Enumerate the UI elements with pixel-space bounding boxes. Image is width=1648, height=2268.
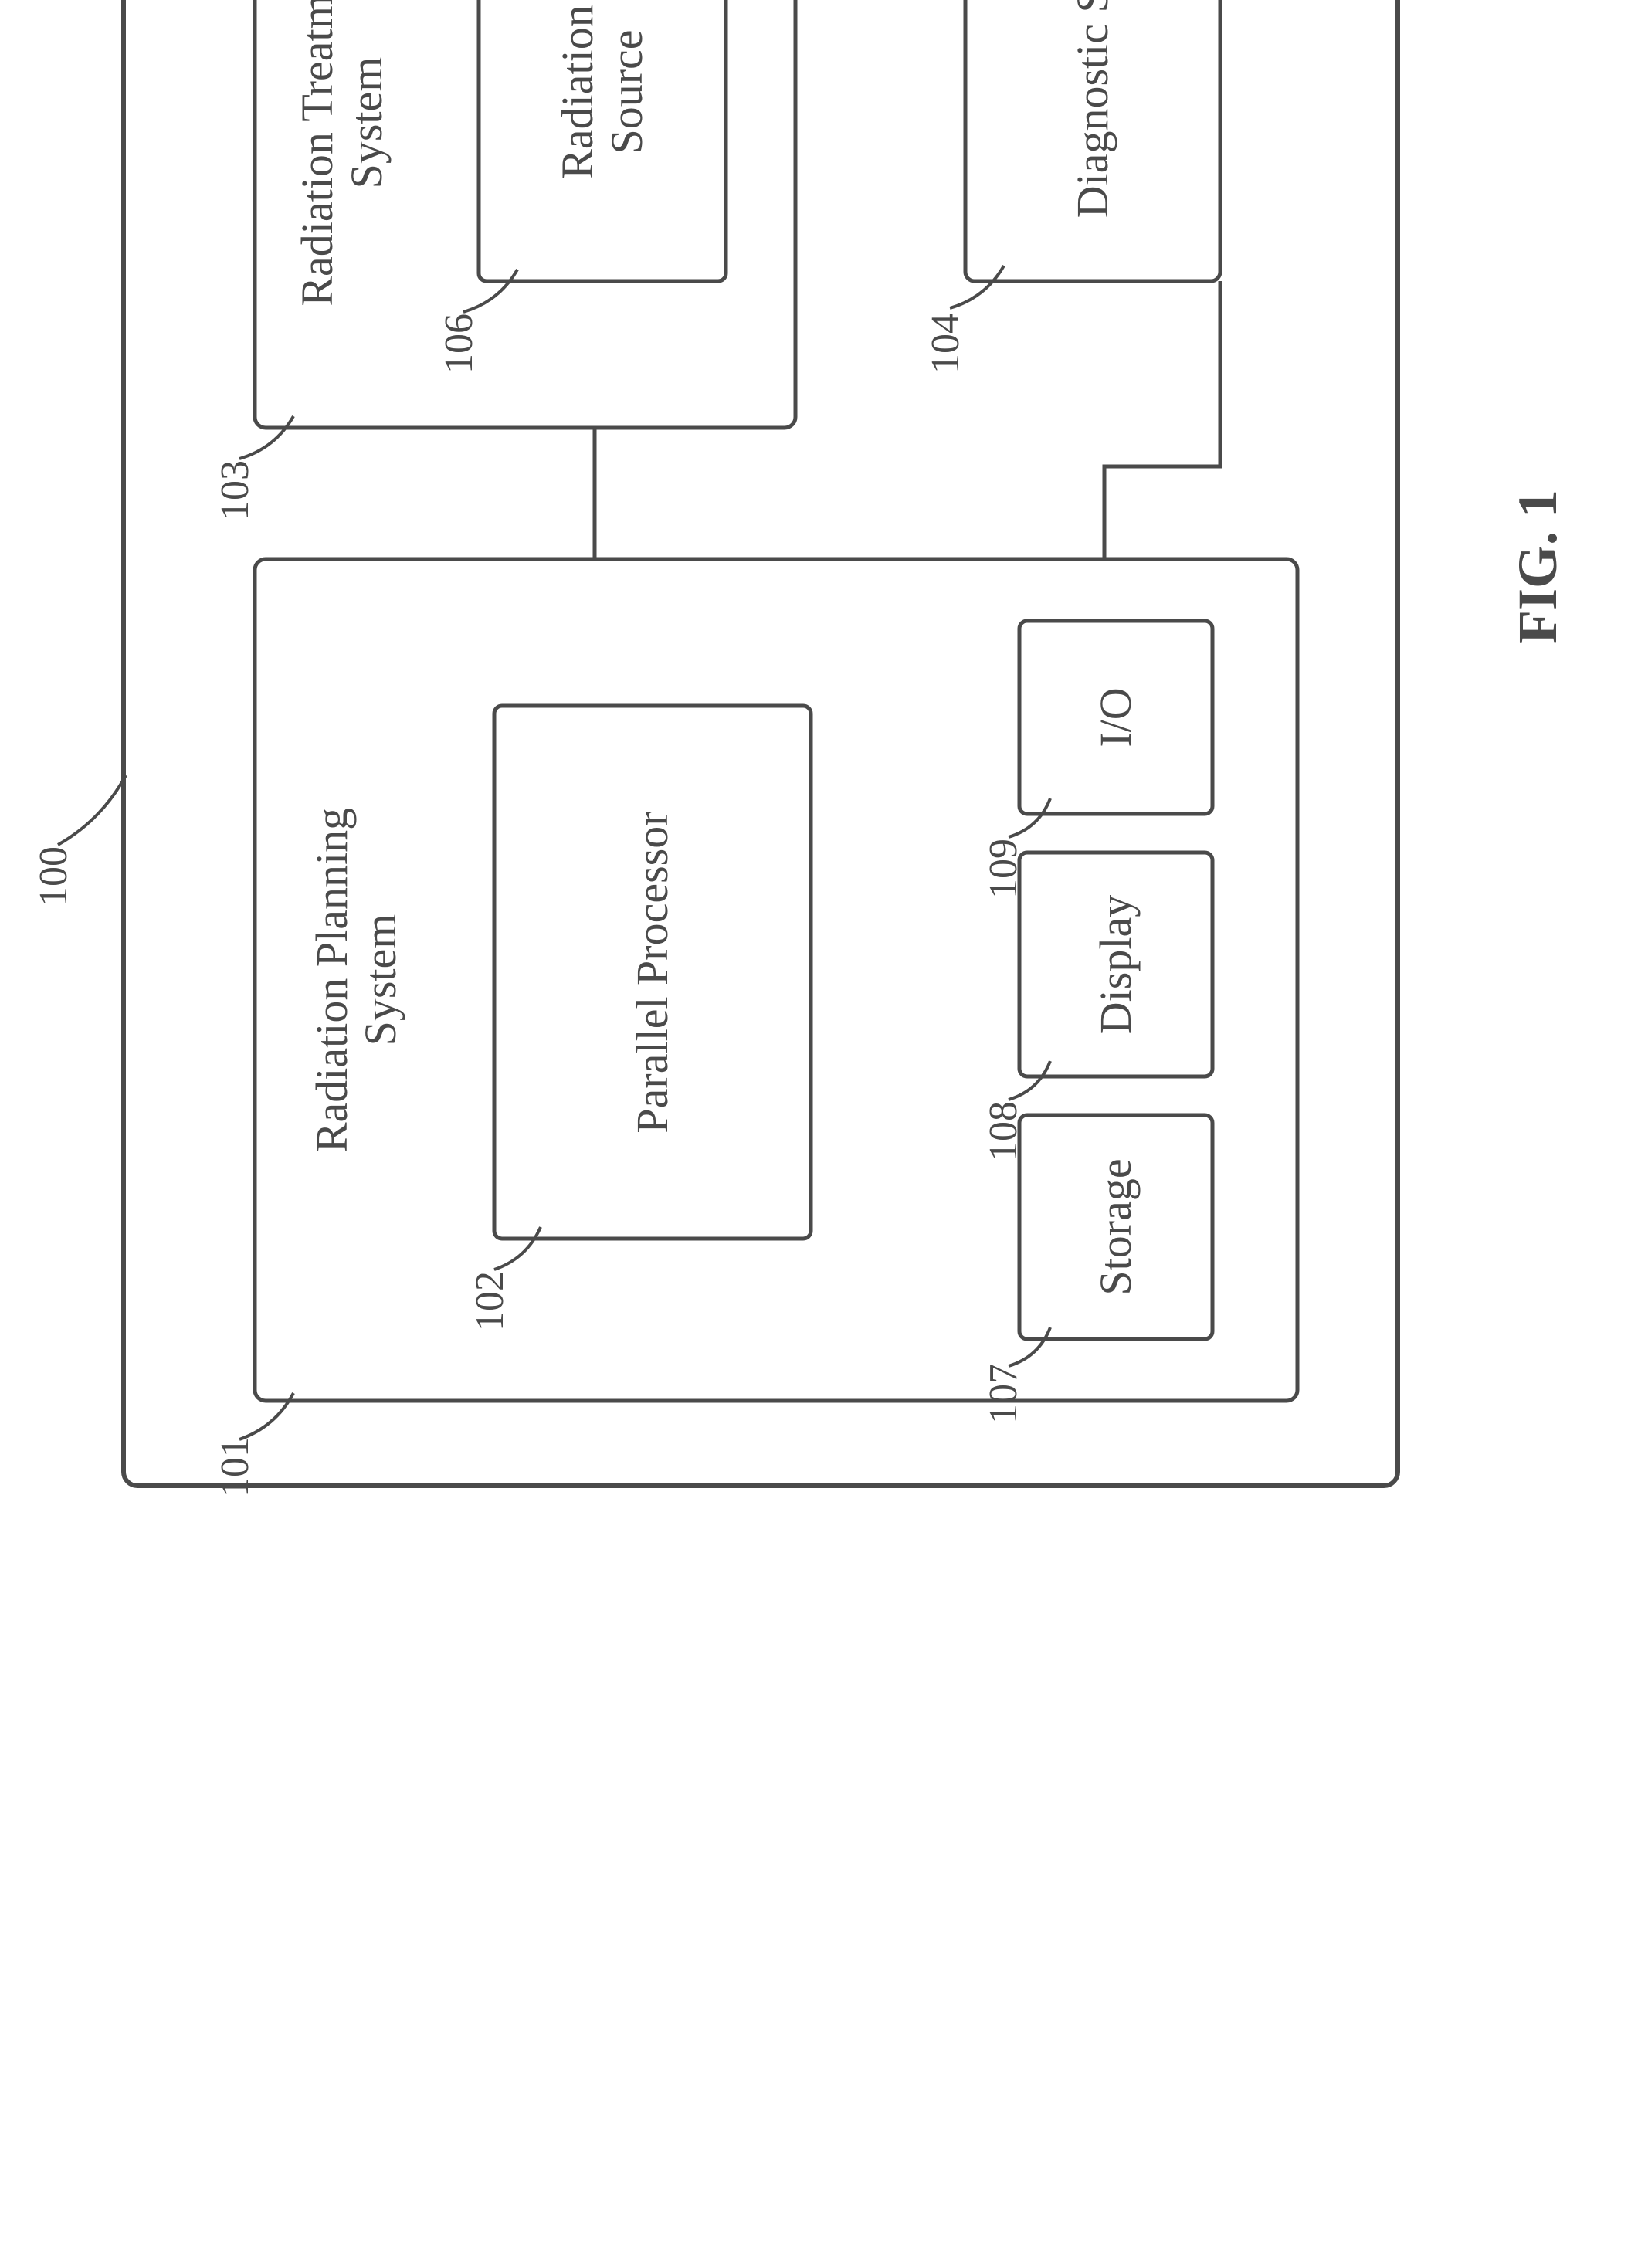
storage-label: Storage: [1091, 1115, 1141, 1339]
figure-caption: FIG. 1: [1506, 490, 1570, 644]
diagnostic-label: Diagnostic System: [1068, 0, 1117, 281]
source-label-line2: Source: [602, 29, 652, 154]
source-label: Radiation Source: [553, 0, 652, 281]
processor-label: Parallel Processor: [628, 706, 677, 1239]
ref-104: 104: [923, 314, 968, 374]
ref-106: 106: [436, 314, 482, 374]
ref-103: 103: [212, 460, 258, 520]
treatment-title: Radiation Treatment System: [293, 0, 392, 428]
planning-title-line2: System: [355, 914, 405, 1046]
planning-title: Radiation Planning System: [307, 559, 406, 1401]
ref-108: 108: [981, 1101, 1026, 1161]
display-label: Display: [1091, 853, 1141, 1076]
ref-100: 100: [31, 846, 76, 907]
ref-102: 102: [467, 1271, 513, 1331]
io-label: I/O: [1091, 621, 1141, 814]
ref-101: 101: [212, 1437, 258, 1497]
source-label-line1: Radiation: [552, 5, 602, 179]
ref-109: 109: [981, 839, 1026, 899]
ref-107: 107: [981, 1364, 1026, 1424]
treatment-title-line2: System: [341, 57, 392, 189]
planning-title-line1: Radiation Planning: [307, 808, 357, 1152]
treatment-title-line1: Radiation Treatment: [292, 0, 342, 307]
